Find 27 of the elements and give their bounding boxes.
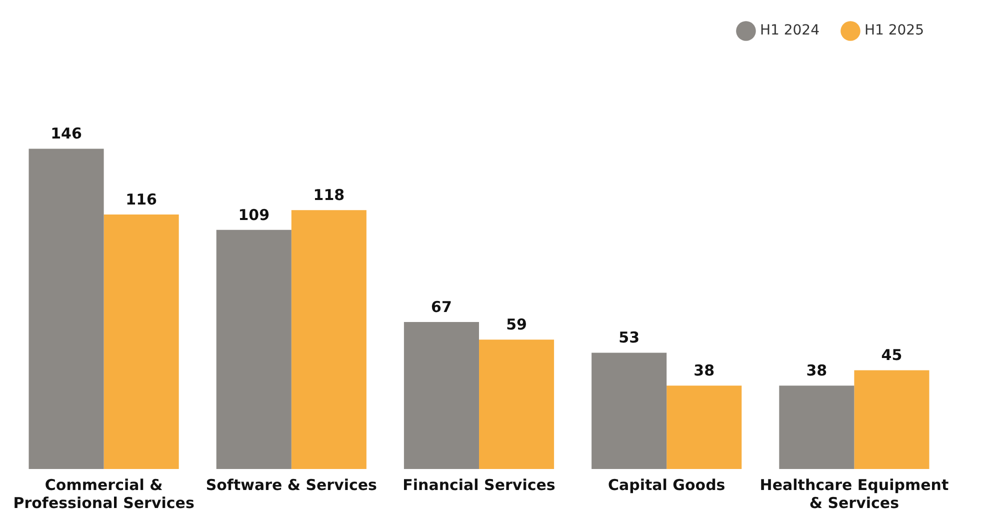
bar xyxy=(216,230,292,469)
x-tick-label: Financial Services xyxy=(402,476,556,494)
data-label: 45 xyxy=(881,346,902,364)
legend-label: H1 2025 xyxy=(864,22,924,39)
bar xyxy=(854,370,930,469)
data-label: 67 xyxy=(431,298,452,316)
x-tick-label: Capital Goods xyxy=(608,476,726,494)
data-label: 53 xyxy=(618,328,640,347)
data-label: 146 xyxy=(50,124,82,143)
bar xyxy=(104,214,179,469)
data-label: 118 xyxy=(313,186,345,204)
data-label: 59 xyxy=(506,315,527,334)
data-label: 109 xyxy=(238,206,270,224)
bar xyxy=(592,352,667,469)
data-label: 116 xyxy=(126,190,157,208)
bar xyxy=(666,386,742,469)
x-tick-label: Healthcare Equipment & Services xyxy=(760,476,949,512)
bar xyxy=(479,340,554,469)
legend-label: H1 2024 xyxy=(760,22,820,39)
bar xyxy=(291,210,366,469)
bar xyxy=(779,386,854,469)
bar xyxy=(28,148,104,469)
x-tick-label: Commercial & Professional Services xyxy=(13,476,194,512)
bar xyxy=(404,322,479,469)
x-tick-label: Software & Services xyxy=(206,476,378,494)
data-label: 38 xyxy=(806,362,828,380)
data-label: 38 xyxy=(694,362,715,380)
